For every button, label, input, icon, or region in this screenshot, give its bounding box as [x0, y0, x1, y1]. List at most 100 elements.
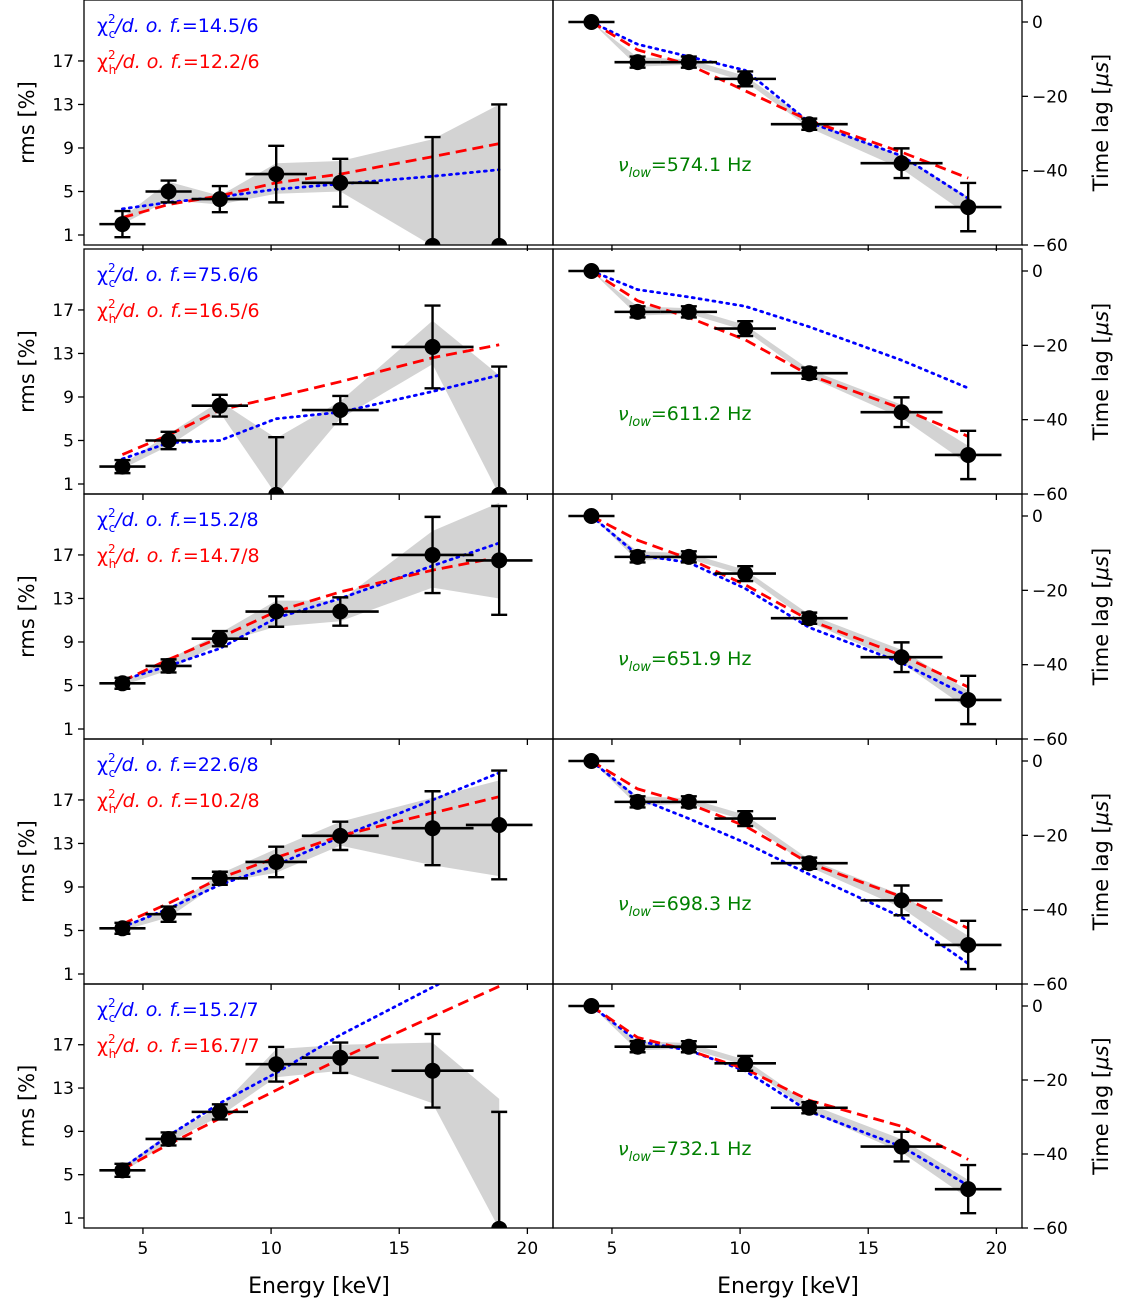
y-tick-label: −20 [1032, 1071, 1068, 1091]
y-tick-label: 5 [63, 1166, 74, 1186]
y-tick-label: 17 [52, 1036, 74, 1056]
chi-square-hot-flow-label: χ2 h/d. o. f.=16.7/7 [97, 1032, 260, 1061]
hot-flow-model-line [590, 1004, 969, 1161]
plot-area [568, 508, 1002, 726]
rms-axis-label: rms [%] [15, 1065, 39, 1148]
data-point [160, 906, 177, 923]
y-tick-label: 0 [1032, 752, 1043, 772]
data-point [680, 793, 697, 810]
data-point [680, 303, 697, 320]
data-point [211, 191, 228, 208]
y-tick-label: 13 [52, 1079, 74, 1099]
y-tick-label: −60 [1032, 975, 1068, 995]
data-point [332, 174, 349, 191]
plot-area [99, 984, 533, 1228]
data-point [893, 649, 910, 666]
x-tick-label: 20 [517, 1239, 539, 1259]
data-point [211, 1103, 228, 1120]
data-point [960, 446, 977, 463]
x-tick-label: 15 [388, 1239, 410, 1259]
chi-square-hot-flow-label: χ2 h/d. o. f.=14.7/8 [97, 542, 260, 571]
y-tick-label: 1 [63, 475, 74, 495]
uncertainty-band [122, 780, 500, 931]
time-lag-axis-label: Time lag [μs] [1089, 54, 1113, 193]
low-frequency-label: νlow=651.9 Hz [618, 648, 751, 675]
x-tick-label: 15 [857, 1239, 879, 1259]
data-point [801, 1099, 818, 1116]
plot-area [99, 103, 533, 245]
chi-square-comptonization-label: χ2 c/d. o. f.=14.5/6 [97, 12, 259, 41]
chi-square-hot-flow-label: χ2 h/d. o. f.=12.2/6 [97, 48, 260, 77]
data-point [893, 155, 910, 172]
x-tick-label: 10 [729, 1239, 751, 1259]
y-tick-label: −20 [1032, 581, 1068, 601]
y-tick-label: 17 [52, 791, 74, 811]
plot-area [99, 502, 533, 692]
y-tick-label: −40 [1032, 901, 1068, 921]
y-tick-label: 9 [63, 1122, 74, 1142]
y-tick-label: 5 [63, 182, 74, 202]
chi-square-comptonization-label: χ2 c/d. o. f.=15.2/7 [97, 996, 259, 1025]
data-point [960, 1181, 977, 1198]
data-point [893, 892, 910, 909]
y-tick-label: −20 [1032, 826, 1068, 846]
data-point [332, 402, 349, 419]
y-tick-label: −40 [1032, 1145, 1068, 1165]
data-point [211, 397, 228, 414]
y-tick-label: 13 [52, 95, 74, 115]
data-point [268, 603, 285, 620]
y-tick-label: 0 [1032, 507, 1043, 527]
data-point [268, 853, 285, 870]
hot-flow-model-line [590, 20, 969, 180]
lag-panel-5: 0 −20 −40 −60 5 10 15 20 Time lag [μs] νlow=732.1… [552, 983, 1113, 1259]
data-point [629, 548, 646, 565]
rms-axis-label: rms [%] [15, 820, 39, 903]
data-point [737, 1055, 754, 1072]
panel-frame [552, 0, 1023, 246]
uncertainty-band [122, 104, 500, 245]
rms-panel-3: 1 5 9 13 17 rms [%] χ2 c/d. o. f.=15.2/8 χ2 h/d. … [15, 493, 554, 745]
rms-axis-label: rms [%] [15, 575, 39, 658]
y-tick-label: 9 [63, 878, 74, 898]
x-tick-label: 5 [607, 1239, 618, 1259]
y-tick-label: 0 [1032, 997, 1043, 1017]
time-lag-axis-label: Time lag [μs] [1089, 548, 1113, 687]
plot-area [568, 998, 1002, 1215]
rms-axis-label: rms [%] [15, 81, 39, 164]
data-point [160, 183, 177, 200]
plot-area [568, 14, 1002, 233]
data-point [268, 166, 285, 183]
data-point [332, 603, 349, 620]
left-x-axis-label: Energy [keV] [248, 1274, 390, 1299]
data-point [491, 237, 508, 245]
data-point [737, 810, 754, 827]
data-point [114, 216, 131, 233]
data-point [583, 508, 600, 524]
y-tick-label: 17 [52, 301, 74, 321]
plot-area [568, 263, 1002, 481]
data-point [680, 548, 697, 565]
y-tick-label: −20 [1032, 87, 1068, 107]
plot-area [568, 753, 1002, 971]
time-lag-axis-label: Time lag [μs] [1089, 1037, 1113, 1176]
y-tick-label: 0 [1032, 13, 1043, 33]
lag-panel-2: 0 −20 −40 −60 Time lag [μs] νlow=611.2 Hz [552, 248, 1113, 505]
low-frequency-label: νlow=698.3 Hz [618, 893, 751, 920]
data-point [629, 793, 646, 810]
lag-panel-4: 0 −20 −40 −60 Time lag [μs] νlow=698.3 Hz [552, 738, 1113, 995]
data-point [583, 263, 600, 279]
y-tick-label: 1 [63, 226, 74, 246]
y-tick-label: 17 [52, 546, 74, 566]
rms-axis-label: rms [%] [15, 330, 39, 413]
data-point [424, 237, 441, 245]
data-point [801, 855, 818, 872]
y-tick-label: −60 [1032, 1219, 1068, 1239]
data-point [629, 1038, 646, 1055]
y-tick-label: 9 [63, 633, 74, 653]
data-point [268, 486, 285, 494]
chi-square-hot-flow-label: χ2 h/d. o. f.=10.2/8 [97, 787, 260, 816]
data-point [491, 486, 508, 494]
x-tick-label: 10 [260, 1239, 282, 1259]
data-point [114, 458, 131, 475]
